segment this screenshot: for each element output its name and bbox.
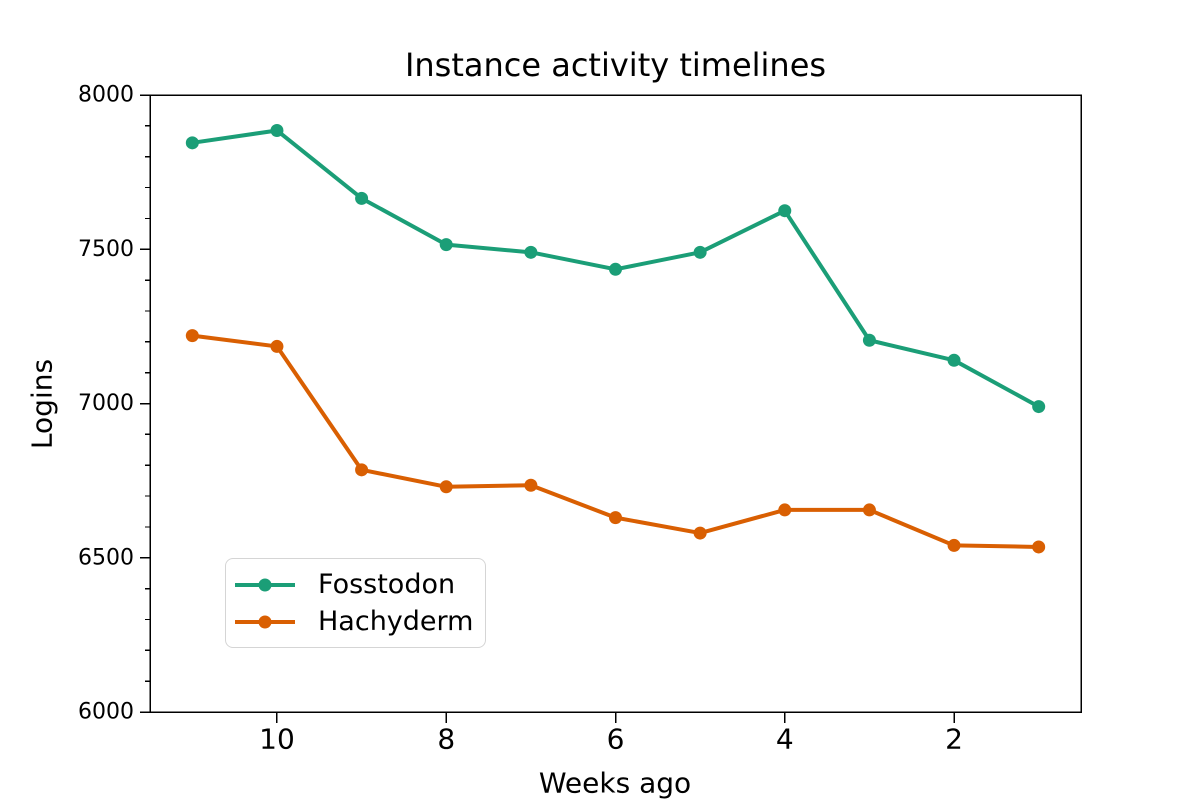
x-tick-label-2: 2 <box>945 723 963 756</box>
fosstodon-marker-w4 <box>778 204 792 218</box>
hachyderm-marker-w3 <box>862 503 876 517</box>
legend-item-hachyderm: Hachyderm <box>226 608 485 635</box>
hachyderm-marker-w8 <box>439 480 453 494</box>
fosstodon-line-sample-icon <box>235 578 295 591</box>
x-tick-label-10: 10 <box>259 723 295 756</box>
fosstodon-marker-w5 <box>693 245 707 259</box>
fosstodon-marker-w6 <box>609 262 622 276</box>
y-tick-label-8000: 8000 <box>78 83 134 108</box>
y-tick-label-7500: 7500 <box>78 237 134 262</box>
fosstodon-marker-w9 <box>355 191 369 205</box>
x-tick-label-8: 8 <box>437 723 455 756</box>
hachyderm-marker-w7 <box>524 478 538 492</box>
hachyderm-marker-w6 <box>609 511 622 525</box>
fosstodon-marker-w1 <box>1032 400 1046 414</box>
fosstodon-marker-w3 <box>862 333 876 347</box>
y-tick-label-6500: 6500 <box>78 545 134 570</box>
fosstodon-marker-w11 <box>185 136 199 150</box>
hachyderm-marker-w1 <box>1032 540 1046 554</box>
x-tick-label-6: 6 <box>607 723 625 756</box>
hachyderm-marker-w9 <box>355 463 369 477</box>
hachyderm-marker-w2 <box>947 538 961 552</box>
fosstodon-marker-w2 <box>947 353 961 367</box>
hachyderm-marker-w4 <box>778 503 792 517</box>
legend-label-fosstodon: Fosstodon <box>318 569 456 600</box>
hachyderm-marker-w10 <box>270 339 284 353</box>
chart-title: Instance activity timelines <box>404 46 827 84</box>
fosstodon-marker-w7 <box>524 245 538 259</box>
legend-item-fosstodon: Fosstodon <box>226 571 485 598</box>
axes-spines <box>149 94 1082 713</box>
legend: Fosstodon Hachyderm <box>225 558 486 648</box>
fosstodon-marker-w8 <box>439 238 453 252</box>
hachyderm-line-sample-icon <box>235 615 295 628</box>
fosstodon-marker-w10 <box>270 123 284 137</box>
hachyderm-marker-w5 <box>693 526 707 540</box>
legend-label-hachyderm: Hachyderm <box>318 606 474 637</box>
y-tick-label-7000: 7000 <box>78 391 134 416</box>
hachyderm-marker-w11 <box>185 329 199 343</box>
y-tick-label-6000: 6000 <box>78 700 134 725</box>
x-axis-label: Weeks ago <box>538 766 692 800</box>
x-tick-label-4: 4 <box>776 723 794 756</box>
